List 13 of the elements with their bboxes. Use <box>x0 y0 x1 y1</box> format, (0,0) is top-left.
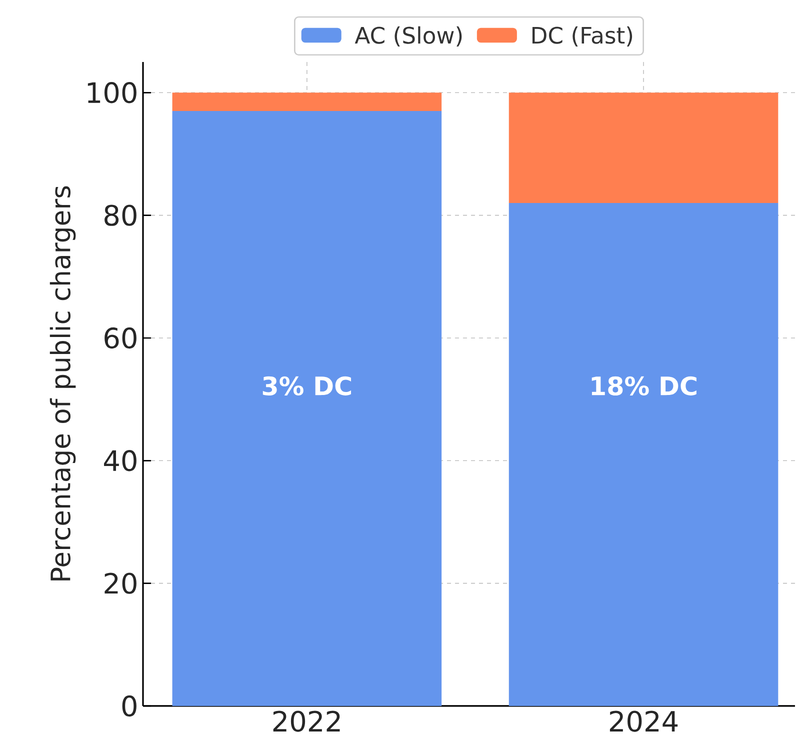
y-tick-label: 80 <box>104 204 136 226</box>
y-axis-title: Percentage of public chargers <box>50 186 76 580</box>
x-tick-label: 2022 <box>273 710 340 732</box>
y-tick-label: 0 <box>122 695 136 717</box>
annotation: 18% DC <box>592 376 696 396</box>
annotation: 3% DC <box>262 376 352 396</box>
y-tick-label: 40 <box>104 450 136 472</box>
legend-label: AC (Slow) <box>354 26 462 47</box>
legend-label: DC (Fast) <box>532 26 632 47</box>
y-tick-label: 60 <box>104 327 136 349</box>
x-tick-label: 2024 <box>610 710 678 732</box>
y-tick-label: 20 <box>104 572 136 594</box>
y-tick-label: 100 <box>88 82 136 104</box>
